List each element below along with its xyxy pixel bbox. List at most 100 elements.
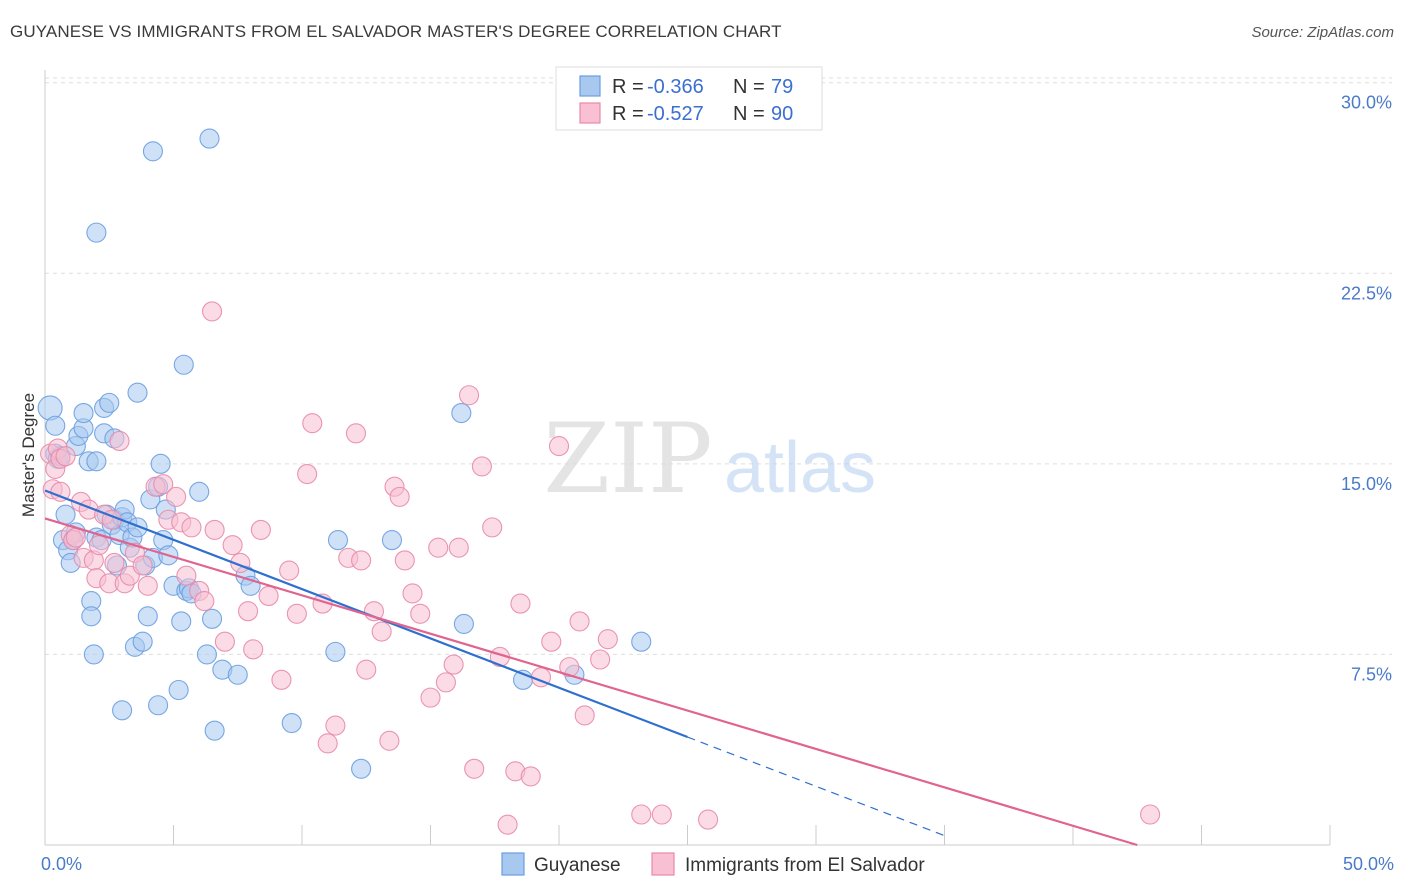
salvador-point-80 xyxy=(559,657,580,678)
bottom-legend-guyanese: Guyanese xyxy=(534,855,621,876)
salvador-point-33 xyxy=(194,591,215,612)
chart-title: GUYANESE VS IMMIGRANTS FROM EL SALVADOR … xyxy=(10,22,782,41)
guyanese-point-45 xyxy=(150,453,171,474)
guyanese-point-67 xyxy=(381,530,403,551)
salvador-point-14 xyxy=(88,535,110,556)
salvador-point-66 xyxy=(443,654,464,675)
salvador-point-36 xyxy=(214,631,235,652)
y-axis-label: Master's Degree xyxy=(19,393,38,517)
legend-swatch-salvador xyxy=(579,102,601,124)
salvador-point-30 xyxy=(176,565,197,586)
salvador-point-44 xyxy=(279,560,300,581)
salvador-point-37 xyxy=(222,535,243,556)
salvador-point-50 xyxy=(325,715,346,736)
salvador-point-5 xyxy=(55,446,76,467)
legend-n-value-1: 79 xyxy=(771,76,793,98)
guyanese-point-77 xyxy=(112,700,133,721)
salvador-point-39 xyxy=(237,601,259,622)
guyanese-point-57 xyxy=(202,608,223,629)
salvador-point-67 xyxy=(448,537,469,558)
salvador-point-76 xyxy=(520,766,541,787)
salvador-point-28 xyxy=(166,486,187,507)
salvador-point-85 xyxy=(631,804,652,825)
guyanese-point-25 xyxy=(99,392,120,413)
legend-r-label-2: R = xyxy=(612,103,644,125)
salvador-point-65 xyxy=(435,672,456,693)
salvador-point-82 xyxy=(574,705,595,726)
guyanese-point-5 xyxy=(55,504,76,525)
legend-n-value-2: 90 xyxy=(771,103,793,125)
guyanese-point-73 xyxy=(142,141,163,162)
guyanese-point-37 xyxy=(127,517,148,538)
salvador-point-62 xyxy=(410,603,431,624)
salvador-points xyxy=(40,301,1161,835)
salvador-point-79 xyxy=(548,436,570,457)
salvador-point-56 xyxy=(371,621,392,642)
guyanese-point-38 xyxy=(127,382,148,403)
guyanese-point-72 xyxy=(631,631,652,652)
guyanese-point-55 xyxy=(189,481,210,502)
guyanese-point-17 xyxy=(81,606,102,627)
guyanese-trend-extension xyxy=(687,736,945,837)
guyanese-point-68 xyxy=(451,402,472,424)
salvador-point-75 xyxy=(510,593,531,614)
bottom-legend-swatch-guyanese xyxy=(501,852,525,876)
x-tick-label-0: 0.0% xyxy=(41,854,82,874)
legend-r-value-2: -0.527 xyxy=(647,103,704,125)
salvador-point-78 xyxy=(541,631,562,652)
y-tick-label-1: 15.0% xyxy=(1341,474,1392,494)
guyanese-point-14 xyxy=(73,402,94,424)
salvador-point-61 xyxy=(402,583,423,604)
guyanese-point-56 xyxy=(196,644,217,665)
salvador-point-53 xyxy=(351,550,372,571)
guyanese-point-50 xyxy=(168,679,189,701)
salvador-point-73 xyxy=(497,814,518,835)
watermark: ZIP atlas xyxy=(543,403,876,515)
salvador-point-54 xyxy=(356,659,377,680)
legend-n-label-1: N = xyxy=(733,76,765,98)
salvador-point-64 xyxy=(428,537,449,558)
y-tick-label-0: 7.5% xyxy=(1351,664,1392,684)
salvador-point-88 xyxy=(1140,804,1161,825)
guyanese-point-65 xyxy=(327,530,349,551)
salvador-point-68 xyxy=(458,385,480,406)
salvador-point-81 xyxy=(569,611,590,632)
salvador-point-70 xyxy=(471,456,492,477)
guyanese-point-39 xyxy=(132,631,153,652)
y-tick-label-3: 30.0% xyxy=(1341,93,1392,113)
salvador-trend-line xyxy=(44,517,1138,847)
y-tick-label-2: 22.5% xyxy=(1341,283,1392,303)
salvador-point-87 xyxy=(698,809,719,830)
salvador-point-49 xyxy=(317,733,338,754)
guyanese-point-51 xyxy=(171,611,192,632)
salvador-point-60 xyxy=(394,550,415,571)
top-legend: R = -0.366 N = 79 R = -0.527 N = 90 xyxy=(555,66,823,131)
salvador-point-84 xyxy=(597,629,618,650)
salvador-point-35 xyxy=(204,519,225,540)
salvador-point-63 xyxy=(420,687,441,708)
salvador-point-83 xyxy=(590,649,611,670)
salvador-point-41 xyxy=(250,519,271,540)
salvador-point-18 xyxy=(104,552,125,574)
salvador-point-86 xyxy=(651,804,672,825)
salvador-point-23 xyxy=(132,555,153,576)
x-tick-label-1: 50.0% xyxy=(1343,854,1394,874)
salvador-point-8 xyxy=(65,527,86,548)
guyanese-point-58 xyxy=(204,720,225,741)
guyanese-point-19 xyxy=(86,451,107,472)
legend-n-label-2: N = xyxy=(733,103,765,125)
trend-lines xyxy=(44,489,1138,847)
salvador-point-24 xyxy=(137,575,158,596)
salvador-point-26 xyxy=(153,474,174,495)
bottom-legend-salvador: Immigrants from El Salvador xyxy=(685,855,925,876)
source-label: Source: ZipAtlas.com xyxy=(1251,24,1394,41)
salvador-point-46 xyxy=(297,463,318,485)
watermark-zip: ZIP xyxy=(543,403,712,515)
salvador-point-19 xyxy=(109,430,130,452)
salvador-point-59 xyxy=(389,486,410,507)
salvador-point-34 xyxy=(202,301,223,322)
salvador-point-45 xyxy=(286,603,307,624)
legend-r-label-1: R = xyxy=(612,76,644,98)
salvador-point-43 xyxy=(271,669,292,690)
